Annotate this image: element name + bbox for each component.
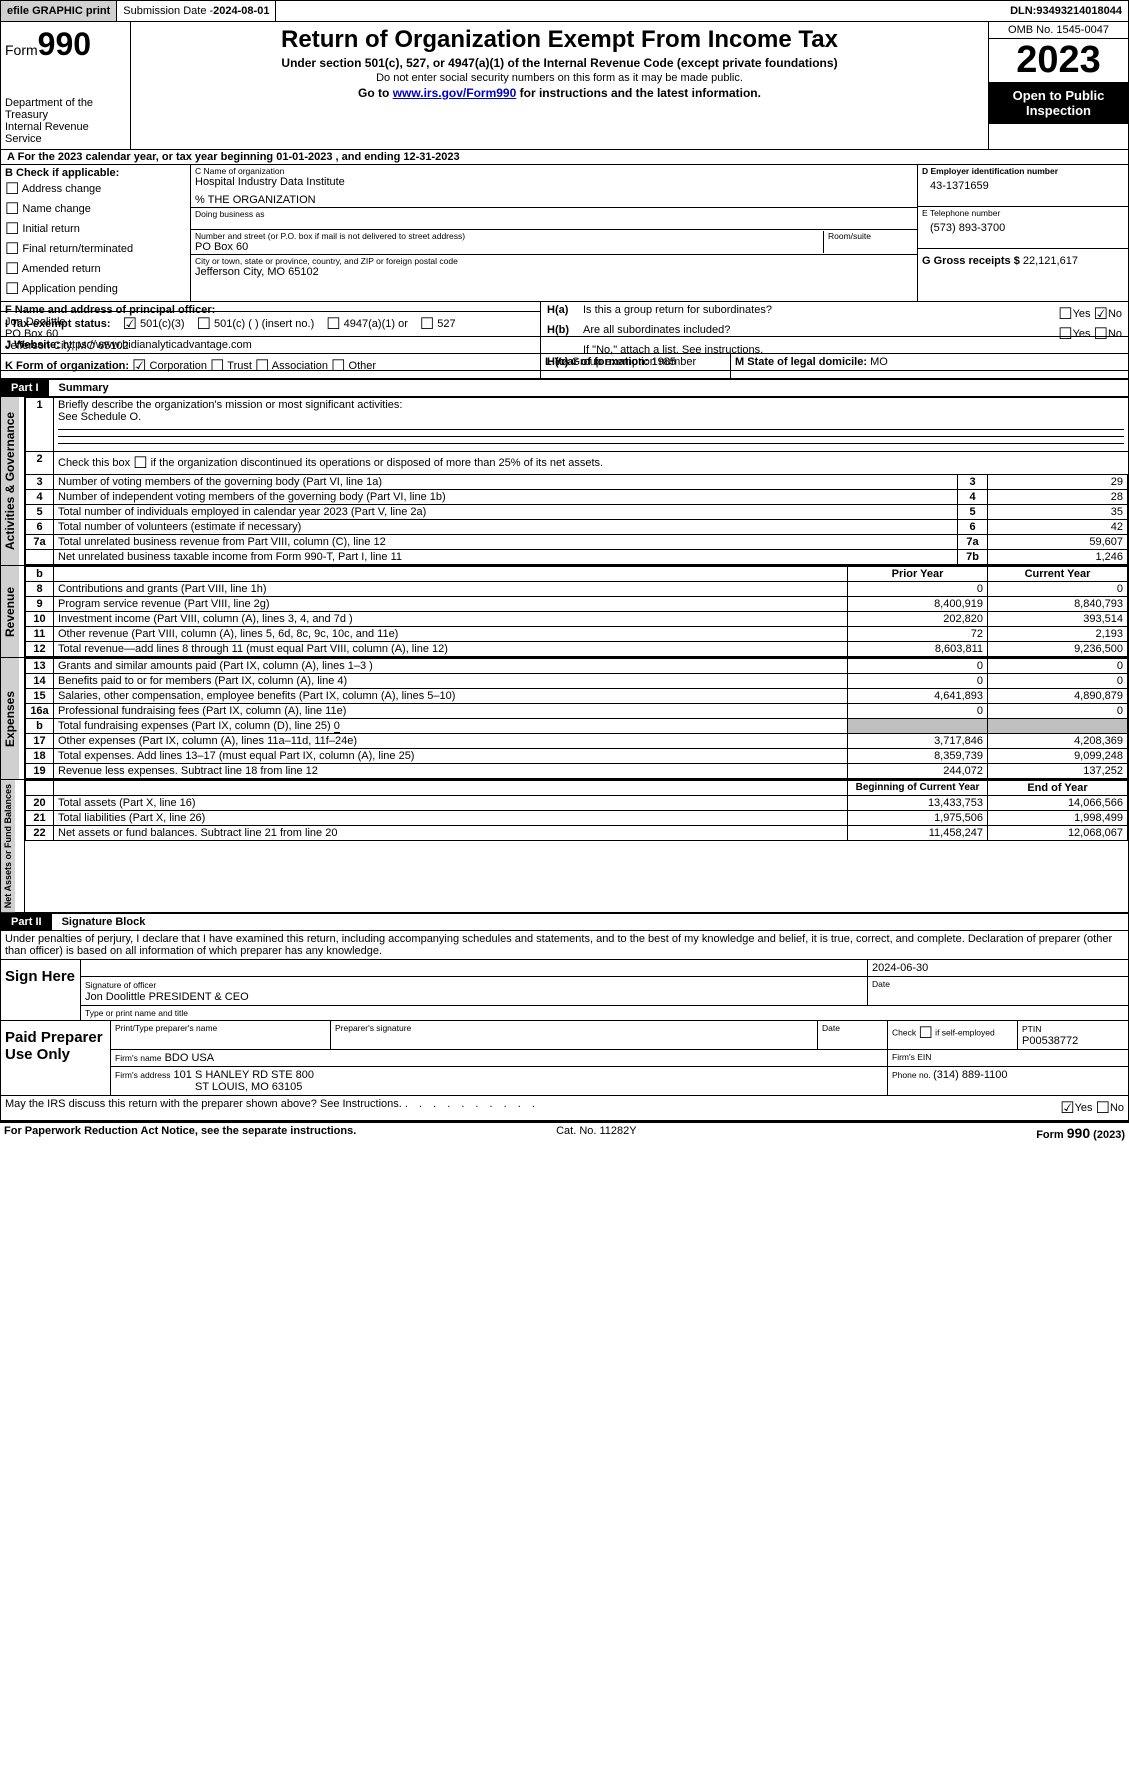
identity-block: B Check if applicable: ☐ Address change …: [0, 165, 1129, 302]
phone: (573) 893-3700: [922, 218, 1124, 234]
line-j-website: J Website: https://www.hidianalyticadvan…: [0, 337, 1129, 354]
instructions-link-line: Go to www.irs.gov/Form990 for instructio…: [135, 86, 984, 100]
org-city: Jefferson City, MO 65102: [195, 266, 913, 278]
part-2-header: Part IISignature Block: [0, 913, 1129, 931]
dln: DLN: 93493214018044: [1004, 1, 1128, 21]
line-k-l-m: K Form of organization: ☑ Corporation ☐ …: [0, 354, 1129, 379]
ein: 43-1371659: [922, 176, 1124, 192]
form-number: Form990: [5, 26, 126, 63]
paid-preparer-block: Paid Preparer Use Only Print/Type prepar…: [0, 1021, 1129, 1096]
department: Department of the Treasury Internal Reve…: [5, 97, 126, 145]
ptin: P00538772: [1022, 1035, 1078, 1047]
mission: See Schedule O.: [58, 411, 141, 423]
gross-receipts: 22,121,617: [1023, 255, 1078, 267]
website-url[interactable]: https://www.hidianalyticadvantage.com: [63, 339, 252, 351]
perjury-statement: Under penalties of perjury, I declare th…: [0, 931, 1129, 960]
topbar: efile GRAPHIC print Submission Date - 20…: [0, 0, 1129, 22]
subtitle-2: Do not enter social security numbers on …: [135, 72, 984, 84]
line-a-tax-year: A For the 2023 calendar year, or tax yea…: [0, 150, 1129, 165]
part-1-header: Part ISummary: [0, 379, 1129, 397]
page-footer: For Paperwork Reduction Act Notice, see …: [0, 1121, 1129, 1143]
firm-name: BDO USA: [165, 1052, 215, 1064]
form-title: Return of Organization Exempt From Incom…: [135, 26, 984, 54]
side-label-activities: Activities & Governance: [1, 397, 19, 565]
sign-here-block: Sign Here 2024-06-30 Signature of office…: [0, 960, 1129, 1021]
section-b: B Check if applicable: ☐ Address change …: [1, 165, 191, 301]
form-header: Form990 Department of the Treasury Inter…: [0, 22, 1129, 150]
subtitle-1: Under section 501(c), 527, or 4947(a)(1)…: [135, 56, 984, 70]
line-i-tax-status: I Tax-exempt status: ☑ 501(c)(3) ☐ 501(c…: [0, 312, 1129, 337]
org-address: PO Box 60: [195, 241, 823, 253]
open-to-public: Open to Public Inspection: [989, 82, 1128, 124]
preparer-phone: (314) 889-1100: [933, 1069, 1007, 1081]
side-label-expenses: Expenses: [1, 658, 19, 779]
discuss-line: May the IRS discuss this return with the…: [0, 1096, 1129, 1121]
submission-date: Submission Date - 2024-08-01: [117, 1, 276, 21]
officer-signature: Jon Doolittle PRESIDENT & CEO: [85, 991, 249, 1003]
tax-year: 2023: [989, 39, 1128, 82]
side-label-revenue: Revenue: [1, 566, 19, 657]
org-name: Hospital Industry Data Institute: [195, 176, 913, 188]
omb-number: OMB No. 1545-0047: [989, 22, 1128, 39]
side-label-net-assets: Net Assets or Fund Balances: [1, 780, 15, 912]
efile-print-button[interactable]: efile GRAPHIC print: [1, 1, 117, 21]
irs-link[interactable]: www.irs.gov/Form990: [393, 86, 517, 100]
